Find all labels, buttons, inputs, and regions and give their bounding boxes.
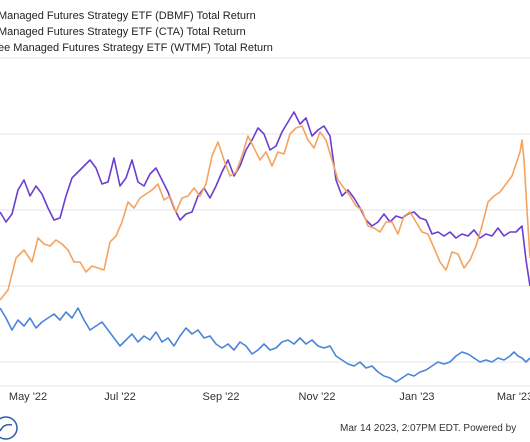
legend-item-wtmf[interactable]: ee Managed Futures Strategy ETF (WTMF) T… [0, 40, 530, 56]
x-axis: May '22 Jul '22 Sep '22 Nov '22 Jan '23 Mar '… [9, 391, 530, 403]
series-line-1[interactable] [0, 125, 530, 301]
footer: Mar 14 2023, 2:07PM EDT. Powered by [0, 414, 530, 442]
legend: Managed Futures Strategy ETF (DBMF) Tota… [0, 8, 530, 56]
chart-gridlines [0, 57, 530, 387]
legend-item-dbmf[interactable]: Managed Futures Strategy ETF (DBMF) Tota… [0, 8, 530, 24]
footer-timestamp: Mar 14 2023, 2:07PM EDT. Powered by [340, 423, 517, 434]
legend-label-dbmf: Managed Futures Strategy ETF (DBMF) Tota… [0, 10, 256, 22]
x-tick-label: Sep '22 [203, 391, 240, 403]
chart-series [0, 111, 530, 383]
legend-label-wtmf: ee Managed Futures Strategy ETF (WTMF) T… [0, 42, 273, 54]
x-tick-label: May '22 [9, 391, 47, 403]
x-tick-label: Jan '23 [399, 391, 434, 403]
x-tick-label: Mar '23 [497, 391, 530, 403]
ycharts-logo-icon [0, 416, 18, 440]
x-tick-label: Jul '22 [104, 391, 135, 403]
legend-item-cta[interactable]: Managed Futures Strategy ETF (CTA) Total… [0, 24, 530, 40]
x-tick-label: Nov '22 [299, 391, 336, 403]
series-line-2[interactable] [0, 307, 530, 383]
legend-label-cta: Managed Futures Strategy ETF (CTA) Total… [0, 26, 246, 38]
series-line-0[interactable] [0, 111, 530, 287]
